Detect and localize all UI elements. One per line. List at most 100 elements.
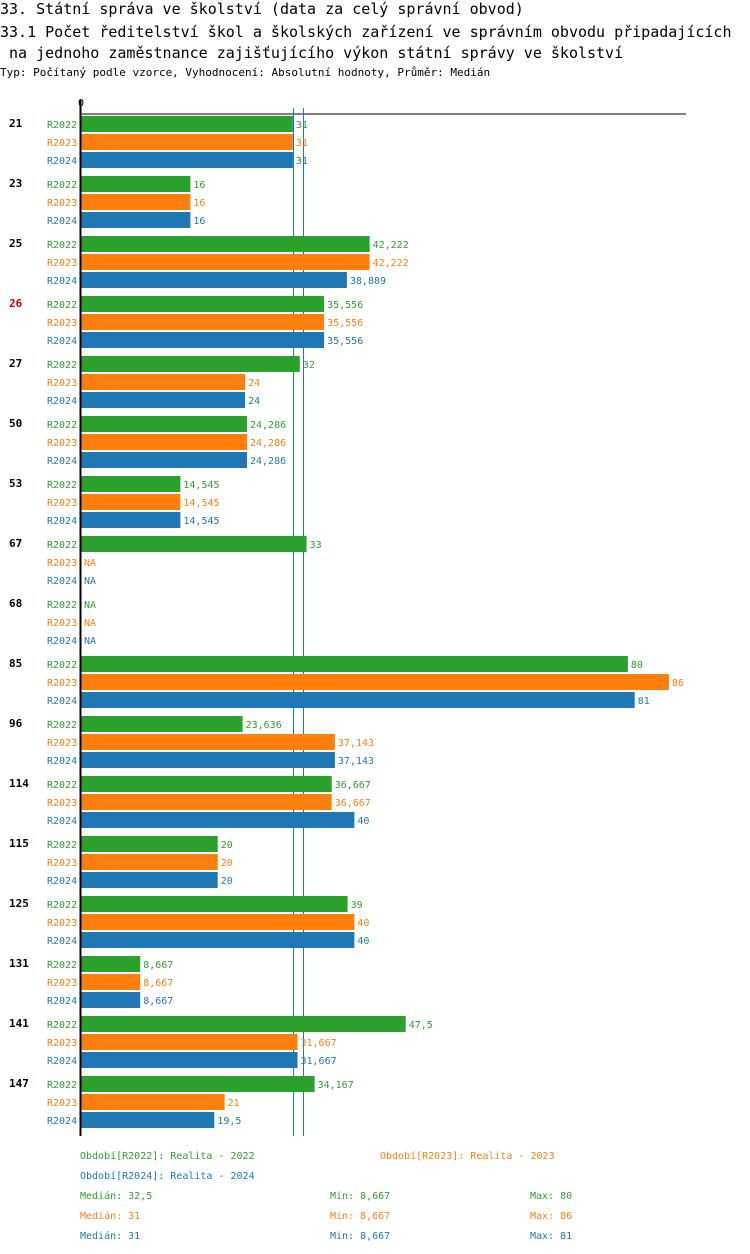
data-label-50-R2024: 24,286 xyxy=(250,456,286,467)
series-label-27-R2022: R2022 xyxy=(47,360,77,371)
bar-115-R2023 xyxy=(81,854,218,870)
data-label-141-R2022: 47,5 xyxy=(409,1020,433,1031)
category-label-114: 114 xyxy=(9,777,29,790)
bar-50-R2024 xyxy=(81,452,247,468)
data-label-26-R2023: 35,556 xyxy=(327,318,363,329)
bar-27-R2022 xyxy=(81,356,300,372)
series-label-68-R2022: R2022 xyxy=(47,600,77,611)
data-label-85-R2024: 81 xyxy=(638,696,650,707)
bar-114-R2023 xyxy=(81,794,332,810)
data-label-25-R2022: 42,222 xyxy=(373,240,409,251)
series-label-131-R2023: R2023 xyxy=(47,978,77,989)
bar-131-R2022 xyxy=(81,956,141,972)
data-label-53-R2023: 14,545 xyxy=(183,498,219,509)
series-label-27-R2024: R2024 xyxy=(47,396,77,407)
series-label-125-R2024: R2024 xyxy=(47,936,77,947)
series-label-131-R2024: R2024 xyxy=(47,996,77,1007)
category-label-23: 23 xyxy=(9,177,22,190)
category-label-96: 96 xyxy=(9,717,23,730)
series-label-85-R2022: R2022 xyxy=(47,660,77,671)
data-label-25-R2024: 38,889 xyxy=(350,276,386,287)
legend-min-2024: Min: 8,667 xyxy=(330,1231,391,1242)
category-label-67: 67 xyxy=(9,537,22,550)
series-label-114-R2022: R2022 xyxy=(47,780,77,791)
data-label-67-R2022: 33 xyxy=(310,540,322,551)
series-label-53-R2024: R2024 xyxy=(47,516,77,527)
category-label-131: 131 xyxy=(9,957,29,970)
data-label-53-R2024: 14,545 xyxy=(183,516,219,527)
bar-141-R2022 xyxy=(81,1016,406,1032)
series-label-23-R2023: R2023 xyxy=(47,198,77,209)
series-label-53-R2022: R2022 xyxy=(47,480,77,491)
category-label-53: 53 xyxy=(9,477,22,490)
category-label-125: 125 xyxy=(9,897,29,910)
bar-85-R2023 xyxy=(81,674,669,690)
series-label-21-R2022: R2022 xyxy=(47,120,77,131)
data-label-147-R2024: 19,5 xyxy=(217,1116,241,1127)
category-label-27: 27 xyxy=(9,357,22,370)
data-label-115-R2024: 20 xyxy=(221,876,233,887)
legend-median-2024: Medián: 31 xyxy=(80,1231,141,1242)
category-label-141: 141 xyxy=(9,1017,29,1030)
bar-115-R2022 xyxy=(81,836,218,852)
category-label-50: 50 xyxy=(9,417,22,430)
bar-25-R2024 xyxy=(81,272,347,288)
legend-min-2022: Min: 8,667 xyxy=(330,1191,391,1202)
series-label-85-R2023: R2023 xyxy=(47,678,77,689)
chart-subtitle-line2: na jednoho zaměstnance zajišťujícího výk… xyxy=(0,44,624,62)
bar-23-R2023 xyxy=(81,194,191,210)
bar-85-R2024 xyxy=(81,692,635,708)
data-label-23-R2023: 16 xyxy=(193,198,205,209)
bar-147-R2023 xyxy=(81,1094,225,1110)
series-label-23-R2024: R2024 xyxy=(47,216,77,227)
bar-53-R2023 xyxy=(81,494,181,510)
bar-96-R2024 xyxy=(81,752,335,768)
series-label-26-R2022: R2022 xyxy=(47,300,77,311)
data-label-21-R2024: 31 xyxy=(296,156,308,167)
data-label-67-R2024: NA xyxy=(84,576,96,587)
series-label-26-R2023: R2023 xyxy=(47,318,77,329)
page-title: 33. Státní správa ve školství (data za c… xyxy=(0,0,524,18)
data-label-131-R2022: 8,667 xyxy=(143,960,173,971)
series-label-25-R2022: R2022 xyxy=(47,240,77,251)
bar-27-R2023 xyxy=(81,374,246,390)
series-label-114-R2024: R2024 xyxy=(47,816,77,827)
legend-min-2023: Min: 8,667 xyxy=(330,1211,391,1222)
legend-period-2023: Období[R2023]: Realita - 2023 xyxy=(380,1151,555,1162)
data-label-68-R2022: NA xyxy=(84,600,96,611)
legend-max-2023: Max: 86 xyxy=(530,1211,573,1222)
bar-26-R2024 xyxy=(81,332,325,348)
series-label-67-R2024: R2024 xyxy=(47,576,77,587)
data-label-114-R2022: 36,667 xyxy=(335,780,371,791)
bar-125-R2024 xyxy=(81,932,355,948)
data-label-23-R2022: 16 xyxy=(193,180,205,191)
data-label-96-R2024: 37,143 xyxy=(338,756,374,767)
category-label-115: 115 xyxy=(9,837,29,850)
series-label-141-R2024: R2024 xyxy=(47,1056,77,1067)
data-label-50-R2023: 24,286 xyxy=(250,438,286,449)
data-label-96-R2023: 37,143 xyxy=(338,738,374,749)
bar-125-R2022 xyxy=(81,896,348,912)
category-label-85: 85 xyxy=(9,657,22,670)
data-label-27-R2022: 32 xyxy=(303,360,315,371)
series-label-96-R2023: R2023 xyxy=(47,738,77,749)
data-label-147-R2022: 34,167 xyxy=(318,1080,354,1091)
bar-21-R2024 xyxy=(81,152,293,168)
data-label-21-R2022: 31 xyxy=(296,120,308,131)
bar-67-R2022 xyxy=(81,536,307,552)
series-label-85-R2024: R2024 xyxy=(47,696,77,707)
data-label-50-R2022: 24,286 xyxy=(250,420,286,431)
bar-114-R2022 xyxy=(81,776,332,792)
category-label-21: 21 xyxy=(9,117,23,130)
series-label-115-R2022: R2022 xyxy=(47,840,77,851)
bar-25-R2023 xyxy=(81,254,370,270)
series-label-26-R2024: R2024 xyxy=(47,336,77,347)
legend-period-2022: Období[R2022]: Realita - 2022 xyxy=(80,1151,255,1162)
series-label-50-R2023: R2023 xyxy=(47,438,77,449)
data-label-125-R2023: 40 xyxy=(357,918,369,929)
bar-26-R2023 xyxy=(81,314,325,330)
data-label-141-R2024: 31,667 xyxy=(301,1056,337,1067)
series-label-115-R2023: R2023 xyxy=(47,858,77,869)
bar-141-R2024 xyxy=(81,1052,298,1068)
chart-subtitle-line1: 33.1 Počet ředitelství škol a školských … xyxy=(0,23,732,41)
